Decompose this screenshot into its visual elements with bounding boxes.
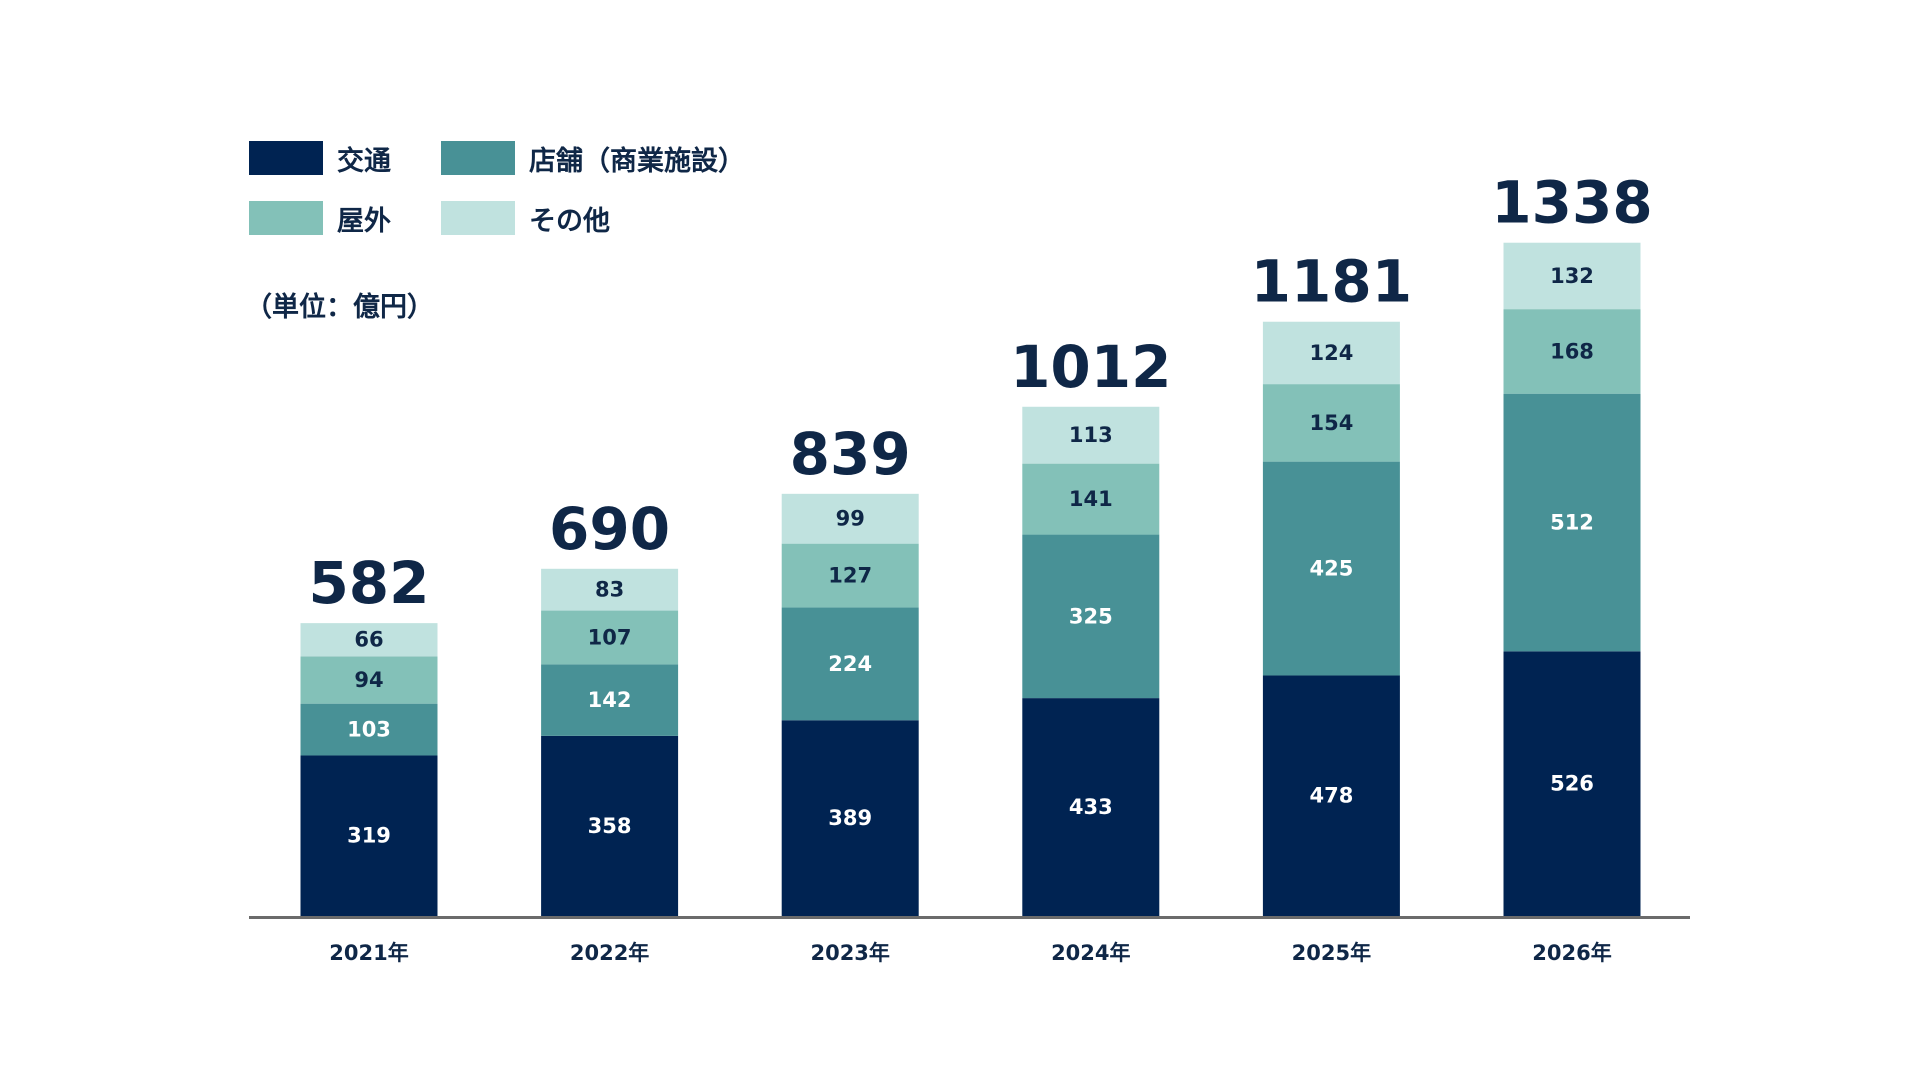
data-label: 478 bbox=[1309, 784, 1353, 808]
data-label: 124 bbox=[1309, 341, 1353, 365]
bar-segment bbox=[300, 703, 438, 756]
bar-segment bbox=[300, 623, 438, 657]
bar-segment bbox=[541, 664, 679, 736]
legend-swatch-traffic bbox=[249, 141, 323, 175]
data-label: 83 bbox=[595, 578, 624, 602]
unit-label: （単位：億円） bbox=[245, 292, 434, 323]
data-label: 66 bbox=[354, 628, 383, 652]
data-label: 425 bbox=[1309, 557, 1353, 581]
bar-segment bbox=[1503, 309, 1641, 394]
bar-segment bbox=[1022, 698, 1160, 916]
legend-item-outdoor: 屋外 bbox=[249, 200, 391, 237]
x-tick-label: 2022年 bbox=[570, 941, 649, 965]
data-label: 358 bbox=[588, 814, 632, 838]
data-label: 224 bbox=[828, 652, 872, 676]
data-label: 103 bbox=[347, 718, 391, 742]
total-label: 839 bbox=[790, 420, 911, 488]
data-label: 512 bbox=[1550, 510, 1594, 534]
data-label: 168 bbox=[1550, 339, 1594, 363]
bar-segment bbox=[300, 755, 438, 916]
bar-segment bbox=[1262, 321, 1400, 385]
data-label: 319 bbox=[347, 824, 391, 848]
total-label: 1012 bbox=[1010, 333, 1171, 401]
bar-segment bbox=[781, 493, 919, 544]
legend-label-traffic: 交通 bbox=[337, 145, 391, 177]
data-label: 389 bbox=[828, 806, 872, 830]
legend-swatch-other bbox=[441, 201, 515, 235]
bar-segment bbox=[1022, 406, 1160, 464]
legend-label-other: その他 bbox=[529, 205, 610, 237]
x-tick-label: 2025年 bbox=[1292, 941, 1371, 965]
data-label: 107 bbox=[588, 625, 632, 649]
bar-segment bbox=[541, 568, 679, 611]
data-label: 154 bbox=[1309, 411, 1353, 435]
bar-segment bbox=[781, 720, 919, 916]
legend-item-store: 店舗（商業施設） bbox=[441, 140, 745, 177]
bar-segment bbox=[781, 543, 919, 608]
total-label: 1181 bbox=[1251, 248, 1412, 316]
total-label: 582 bbox=[308, 549, 429, 617]
data-label: 526 bbox=[1550, 772, 1594, 796]
legend-item-traffic: 交通 bbox=[249, 140, 391, 177]
bar-segment bbox=[781, 607, 919, 721]
data-label: 325 bbox=[1069, 604, 1113, 628]
total-label: 690 bbox=[549, 495, 670, 563]
bar-segment bbox=[1503, 242, 1641, 310]
data-label: 113 bbox=[1069, 423, 1113, 447]
bar-segment bbox=[1262, 675, 1400, 916]
x-tick-label: 2026年 bbox=[1532, 941, 1611, 965]
bar-segment bbox=[1262, 384, 1400, 462]
total-label: 1338 bbox=[1491, 169, 1652, 237]
x-tick-label: 2023年 bbox=[810, 941, 889, 965]
data-label: 433 bbox=[1069, 795, 1113, 819]
bar-segment bbox=[1022, 534, 1160, 699]
data-label: 142 bbox=[588, 688, 632, 712]
bar-segment bbox=[541, 610, 679, 665]
bar-segment bbox=[1503, 651, 1641, 916]
bar-segment bbox=[541, 735, 679, 916]
data-label: 94 bbox=[354, 668, 383, 692]
legend-label-outdoor: 屋外 bbox=[337, 205, 391, 237]
data-label: 127 bbox=[828, 564, 872, 588]
legend: 交通 店舗（商業施設） 屋外 その他 bbox=[249, 140, 809, 250]
data-label: 141 bbox=[1069, 487, 1113, 511]
legend-swatch-outdoor bbox=[249, 201, 323, 235]
bar-segment bbox=[300, 656, 438, 704]
bar-segment bbox=[1022, 463, 1160, 535]
legend-swatch-store bbox=[441, 141, 515, 175]
data-label: 99 bbox=[836, 507, 865, 531]
legend-item-other: その他 bbox=[441, 200, 610, 237]
bar-segment bbox=[1262, 461, 1400, 676]
data-label: 132 bbox=[1550, 264, 1594, 288]
x-tick-label: 2021年 bbox=[329, 941, 408, 965]
x-tick-label: 2024年 bbox=[1051, 941, 1130, 965]
bar-segment bbox=[1503, 393, 1641, 652]
legend-label-store: 店舗（商業施設） bbox=[529, 145, 745, 177]
